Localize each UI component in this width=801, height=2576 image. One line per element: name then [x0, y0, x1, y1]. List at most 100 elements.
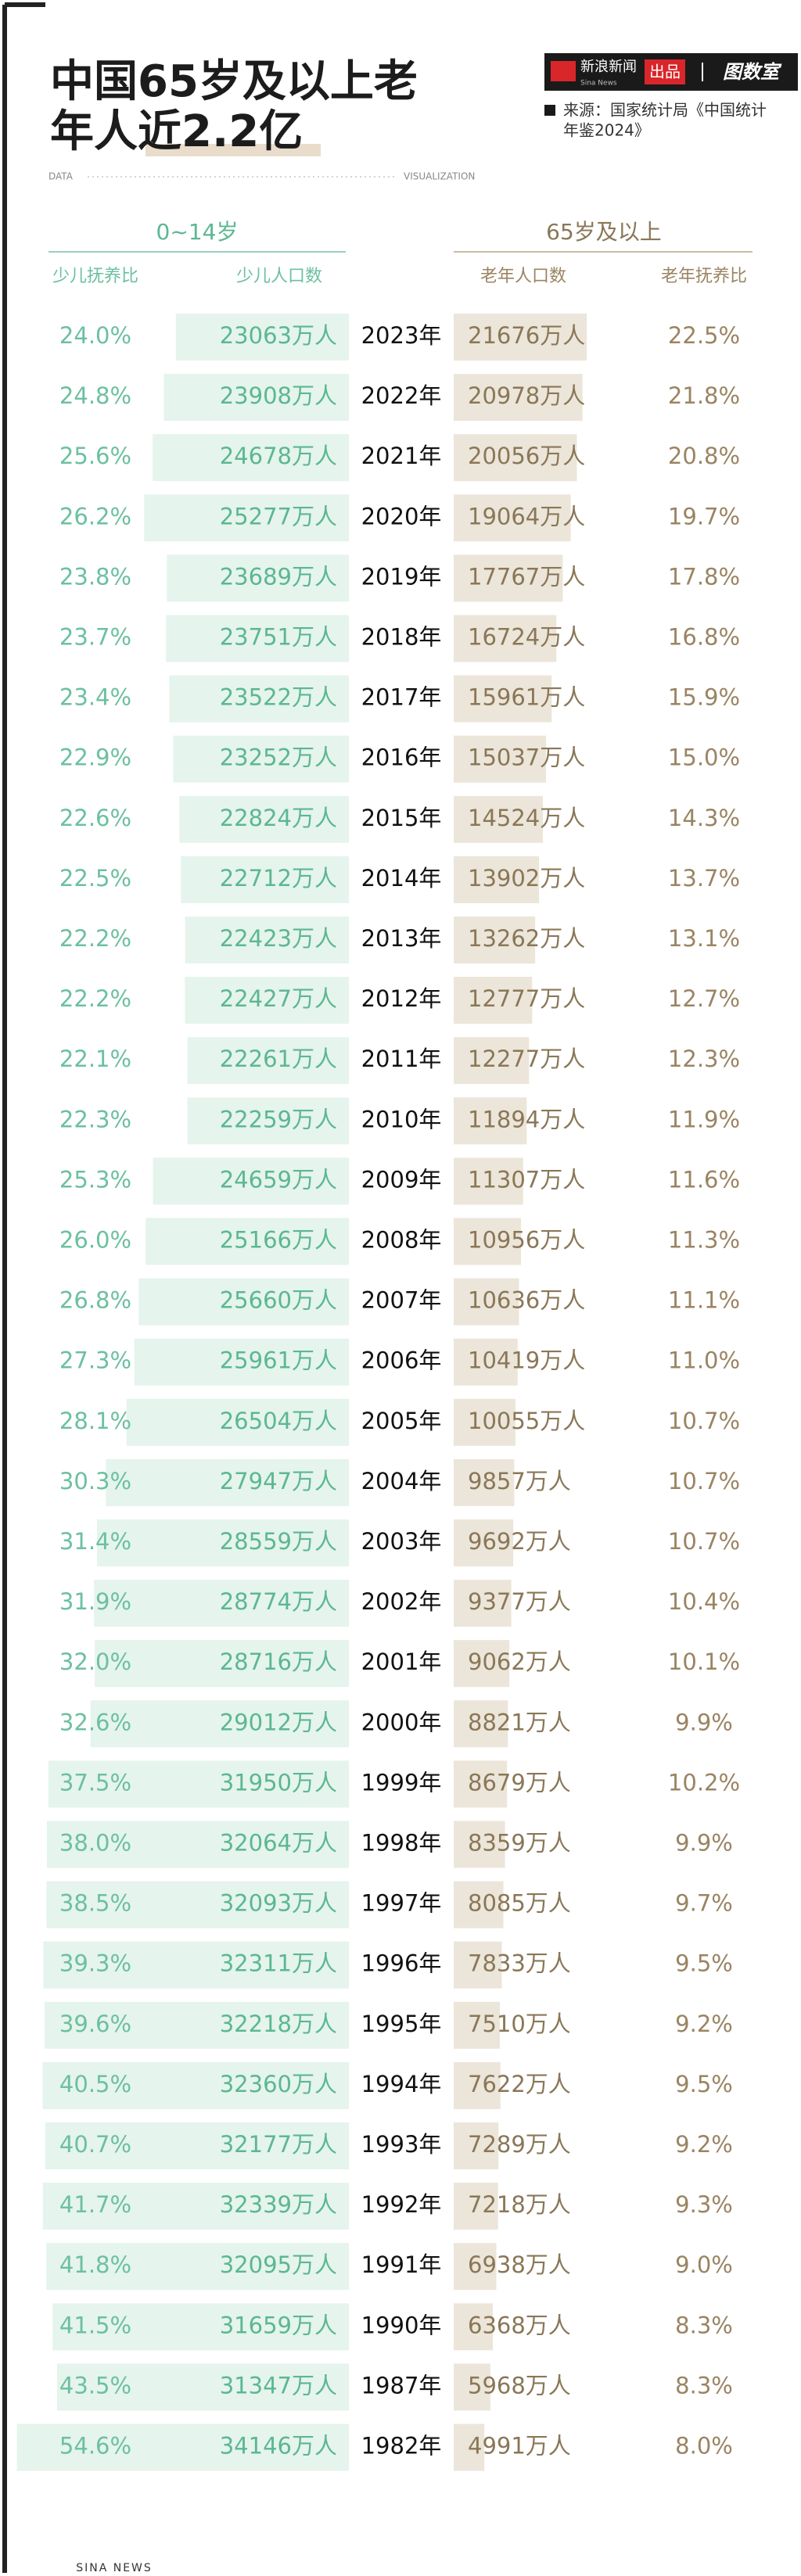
child-bar	[153, 1157, 349, 1205]
child-bar	[144, 494, 349, 542]
child-population: 27947万人	[220, 1468, 337, 1494]
column-header: 老年人口数	[480, 267, 566, 286]
elderly-population: 17767万人	[468, 563, 585, 590]
child-ratio: 26.8%	[59, 1287, 131, 1314]
year: 1998年	[361, 1830, 442, 1857]
elderly-bar	[454, 554, 563, 602]
corner-frame	[2, 2, 45, 2573]
child-population: 32093万人	[220, 1890, 337, 1917]
elderly-ratio: 8.3%	[675, 2312, 733, 2338]
elderly-ratio: 10.1%	[668, 1649, 740, 1675]
elderly-ratio: 9.7%	[675, 1890, 733, 1917]
child-population: 23063万人	[220, 322, 337, 349]
elderly-population: 8085万人	[468, 1890, 571, 1917]
elderly-ratio: 8.0%	[675, 2433, 733, 2459]
elderly-population: 10636万人	[468, 1287, 585, 1314]
source-line: 年鉴2024》	[563, 121, 650, 140]
child-ratio: 23.8%	[59, 563, 131, 590]
year: 1994年	[361, 2071, 442, 2097]
child-bar	[163, 374, 349, 422]
child-population: 34146万人	[220, 2433, 337, 2459]
year: 2018年	[361, 624, 442, 651]
child-bar	[175, 314, 349, 361]
child-bar	[166, 615, 349, 662]
elderly-population: 4991万人	[468, 2433, 571, 2459]
child-ratio: 32.6%	[59, 1709, 131, 1735]
child-bar	[185, 977, 349, 1024]
year: 1999年	[361, 1769, 442, 1796]
child-ratio: 26.0%	[59, 1227, 131, 1254]
child-population: 23751万人	[220, 624, 337, 651]
elderly-bar	[454, 1881, 504, 1928]
elderly-bar	[454, 494, 571, 542]
elderly-ratio: 9.5%	[675, 1950, 733, 1977]
elderly-bar	[454, 2001, 500, 2049]
group-header: 0~14岁	[156, 219, 239, 245]
elderly-bar	[454, 314, 587, 361]
child-population: 31950万人	[220, 1769, 337, 1796]
child-bar	[45, 2001, 350, 2049]
year: 2007年	[361, 1287, 442, 1314]
elderly-population: 20056万人	[468, 443, 585, 469]
child-bar	[90, 1700, 349, 1748]
child-ratio: 26.2%	[59, 503, 131, 529]
elderly-ratio: 15.9%	[668, 684, 740, 711]
elderly-ratio: 13.7%	[668, 865, 740, 892]
child-ratio: 32.0%	[59, 1649, 131, 1675]
elderly-ratio: 9.9%	[675, 1830, 733, 1857]
child-bar	[126, 1398, 349, 1446]
year: 2015年	[361, 805, 442, 831]
child-ratio: 24.8%	[59, 382, 131, 409]
elderly-population: 11307万人	[468, 1166, 585, 1193]
child-bar	[187, 1037, 349, 1085]
child-ratio: 22.3%	[59, 1106, 131, 1132]
elderly-bar	[454, 1338, 518, 1386]
elderly-ratio: 21.8%	[668, 382, 740, 409]
elderly-bar	[454, 977, 533, 1024]
elderly-bar	[454, 1580, 512, 1627]
brand-name-en: Sina News	[580, 80, 617, 88]
child-population: 22427万人	[220, 985, 337, 1012]
year: 2011年	[361, 1046, 442, 1072]
year: 2020年	[361, 503, 442, 529]
child-ratio: 54.6%	[59, 2433, 131, 2459]
child-population: 25660万人	[220, 1287, 337, 1314]
child-ratio: 38.0%	[59, 1830, 131, 1857]
elderly-population: 7289万人	[468, 2131, 571, 2158]
child-bar	[46, 1821, 350, 1868]
footer: SINA NEWS	[76, 2562, 153, 2574]
child-ratio: 22.2%	[59, 925, 131, 952]
elderly-ratio: 11.1%	[668, 1287, 740, 1314]
column-header: 少儿人口数	[236, 267, 322, 286]
child-ratio: 23.4%	[59, 684, 131, 711]
elderly-bar	[454, 2061, 501, 2109]
child-bar	[45, 2122, 349, 2169]
elderly-ratio: 10.7%	[668, 1468, 740, 1494]
child-population: 23908万人	[220, 382, 337, 409]
elderly-population: 7510万人	[468, 2011, 571, 2037]
child-ratio: 38.5%	[59, 1890, 131, 1917]
year: 2008年	[361, 1227, 442, 1254]
child-ratio: 43.5%	[59, 2372, 131, 2398]
child-population: 25277万人	[220, 503, 337, 529]
child-population: 25961万人	[220, 1347, 337, 1374]
child-population: 32177万人	[220, 2131, 337, 2158]
child-bar	[42, 2183, 349, 2230]
elderly-population: 7622万人	[468, 2071, 571, 2097]
child-bar	[42, 2061, 350, 2109]
elderly-bar	[454, 1519, 514, 1566]
elderly-ratio: 16.8%	[668, 624, 740, 651]
child-bar	[181, 856, 349, 903]
child-bar	[153, 434, 349, 482]
elderly-bar	[454, 735, 547, 783]
year: 2014年	[361, 865, 442, 892]
elderly-population: 12777万人	[468, 985, 585, 1012]
elderly-population: 13262万人	[468, 925, 585, 952]
year: 2022年	[361, 382, 442, 409]
elderly-ratio: 11.9%	[668, 1106, 740, 1132]
child-bar	[145, 1218, 350, 1265]
column-name: 图数室	[723, 61, 782, 83]
child-bar	[167, 554, 349, 602]
elderly-ratio: 11.3%	[668, 1227, 740, 1254]
